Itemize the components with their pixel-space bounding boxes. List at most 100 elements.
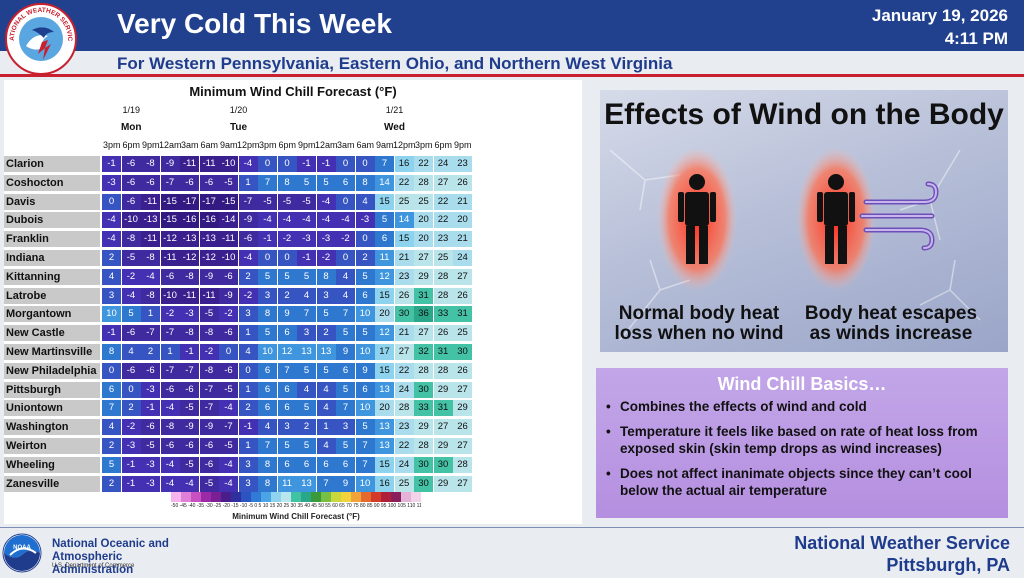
wind-chill-cell: 20 [453,212,472,229]
wind-chill-cell: -1 [141,400,160,417]
location-name: Coshocton [4,174,100,191]
wind-chill-cell: 27 [433,174,453,191]
wind-chill-cell: -4 [160,400,180,417]
wind-chill-cell: -6 [121,156,141,172]
wind-chill-cell: 22 [414,156,433,172]
wind-chill-cell: 6 [297,456,316,473]
wind-chill-cell: -12 [160,231,180,248]
wind-chill-cell: 2 [355,250,375,266]
wind-chill-cell: 5 [316,362,336,379]
wind-chill-cell: -6 [219,362,238,379]
wind-chill-cell: -4 [141,268,160,285]
wind-chill-cell: -7 [238,193,258,210]
time-header: 3pm [258,140,277,150]
wind-chill-cell: 6 [258,381,277,398]
wind-chill-cell: -9 [199,268,219,285]
time-header: 3pm [102,140,121,150]
wind-chill-cell: 28 [433,268,453,285]
wind-chill-cell: 5 [297,362,316,379]
wind-chill-cell: 0 [258,250,277,266]
time-header: 9pm [453,140,472,150]
wind-chill-cell: 5 [336,325,355,342]
wind-chill-cell: 4 [316,381,336,398]
wind-chill-cell: 26 [453,287,472,304]
table-row: Weirton 2 -3 -5 -6 -6 -6 -5 1 7 5 5 4 5 7 13 22 28 29 27 [4,438,582,454]
wind-chill-cell: -7 [141,325,160,342]
wind-chill-cell: 6 [277,325,297,342]
wind-chill-cell: -6 [121,362,141,379]
wind-chill-cell: 1 [160,344,180,360]
wind-chill-cell: 0 [219,344,238,360]
wind-chill-cell: 7 [336,306,355,323]
wind-chill-cell: 5 [316,174,336,191]
location-name: Franklin [4,231,100,248]
wind-chill-cell: 4 [102,419,121,436]
wind-chill-cell: 7 [258,438,277,454]
wind-chill-cell: -10 [219,250,238,266]
wind-chill-cell: -15 [160,212,180,229]
wind-chill-cell: -8 [160,419,180,436]
wind-chill-cell: 28 [433,287,453,304]
wind-chill-cell: -2 [199,344,219,360]
wind-chill-cell: 22 [394,438,414,454]
wind-chill-cell: 0 [121,381,141,398]
wind-effects-panel: Effects of Wind on the Body [600,90,1008,352]
wind-chill-cell: -4 [160,456,180,473]
wind-chill-cell: -8 [141,250,160,266]
wind-chill-cell: 0 [336,193,355,210]
wind-chill-cell: -10 [160,287,180,304]
wind-chill-cell: 33 [433,306,453,323]
wind-chill-cell: -11 [141,193,160,210]
wind-chill-cell: -2 [238,287,258,304]
wind-chill-cell: 9 [355,362,375,379]
wind-chill-cell: 23 [433,231,453,248]
wind-chill-cell: 5 [121,306,141,323]
table-row: Pittsburgh 6 0 -3 -6 -6 -7 -5 1 6 6 4 4 5 6 13 24 30 29 27 [4,381,582,398]
table-row: Kittanning 4 -2 -4 -6 -8 -9 -6 2 5 5 5 8 4 5 12 23 29 28 27 [4,268,582,285]
wind-chill-cell: 2 [238,268,258,285]
scale-swatch [221,492,232,502]
wind-chill-cell: -11 [180,287,199,304]
scale-swatch [291,492,302,502]
wind-chill-cell: -11 [160,250,180,266]
wind-chill-cell: 3 [297,325,316,342]
wind-chill-cell: 7 [336,400,355,417]
wind-chill-cell: 24 [433,156,453,172]
wind-chill-cell: 0 [277,156,297,172]
color-scale-title: Minimum Wind Chill Forecast (°F) [232,512,360,521]
table-row: New Philadelphia 0 -6 -6 -7 -7 -8 -6 0 6 7 5 5 6 9 15 22… [4,362,582,379]
location-name: Davis [4,193,100,210]
wind-chill-cell: 3 [102,287,121,304]
wind-chill-cell: 21 [394,250,414,266]
wind-chill-cell: 4 [316,400,336,417]
wind-chill-cell: -9 [219,287,238,304]
wind-chill-cell: -5 [258,193,277,210]
wind-chill-cell: -4 [160,475,180,492]
wind-chill-cell: 36 [414,306,433,323]
wind-chill-cell: -6 [180,438,199,454]
wind-chill-cell: 7 [375,156,394,172]
scale-swatch [361,492,372,502]
wind-chill-cell: 27 [433,419,453,436]
time-header: 9am [219,140,238,150]
wind-chill-cell: 0 [355,231,375,248]
wind-chill-cell: -7 [199,400,219,417]
wind-chill-cell: -6 [199,456,219,473]
scale-swatch [401,492,412,502]
wind-chill-cell: 23 [453,156,472,172]
wind-chill-cell: -5 [199,306,219,323]
wind-chill-cell: 22 [433,212,453,229]
time-header: 6am [200,140,218,150]
wind-chill-cell: -9 [199,419,219,436]
location-name: New Castle [4,325,100,342]
basics-item: Temperature it feels like based on rate … [606,423,1002,457]
time-header: 3am [180,140,199,150]
wind-chill-cell: -2 [316,250,336,266]
scale-swatch [321,492,332,502]
wind-chill-cell: 22 [394,362,414,379]
table-row: Clarion -1 -6 -8 -9 -11 -11 -10 -4 0 0 -1 -1 0 0 7 16 22 2… [4,156,582,172]
wind-chill-cell: -5 [180,456,199,473]
wind-chill-cell: 27 [394,344,414,360]
wind-chill-cell: 6 [336,456,355,473]
scale-swatch [341,492,352,502]
